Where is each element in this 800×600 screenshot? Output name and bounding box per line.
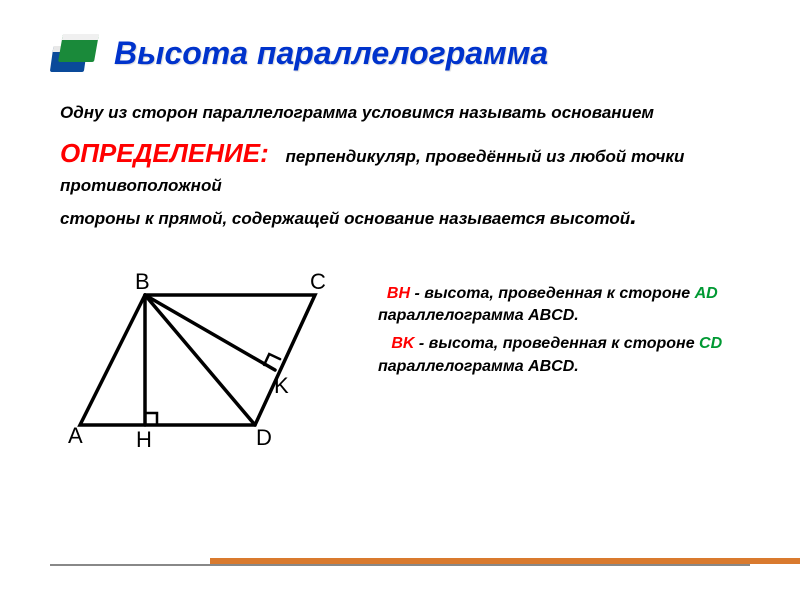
bh-label: BH: [387, 285, 410, 302]
label-H: H: [136, 427, 152, 452]
label-A: A: [68, 423, 83, 448]
label-C: C: [310, 269, 326, 294]
parallelogram-diagram: A B C D H K: [60, 265, 360, 455]
ad-label: AD: [695, 285, 718, 302]
footer-accent-bar: [210, 558, 800, 564]
title-row: Высота параллелограмма: [50, 28, 750, 78]
label-K: K: [274, 373, 289, 398]
label-B: B: [135, 269, 150, 294]
definition-text-2: стороны к прямой, содержащей основание н…: [60, 199, 750, 235]
bk-label: BK: [391, 335, 414, 352]
label-D: D: [256, 425, 272, 450]
bh-line: BH - высота, проведенная к стороне AD па…: [378, 283, 750, 328]
definition-label: ОПРЕДЕЛЕНИЕ:: [60, 138, 269, 168]
cd-label: CD: [699, 335, 722, 352]
footer-rule: [50, 564, 750, 566]
side-explanation: BH - высота, проведенная к стороне AD па…: [378, 265, 750, 379]
definition-block: ОПРЕДЕЛЕНИЕ: перпендикуляр, проведённый …: [50, 134, 750, 235]
slide-title: Высота параллелограмма: [114, 35, 548, 72]
books-icon: [50, 28, 110, 78]
bk-line: BK - высота, проведенная к стороне CD па…: [378, 333, 750, 378]
intro-text: Одну из сторон параллелограмма условимся…: [50, 102, 750, 124]
